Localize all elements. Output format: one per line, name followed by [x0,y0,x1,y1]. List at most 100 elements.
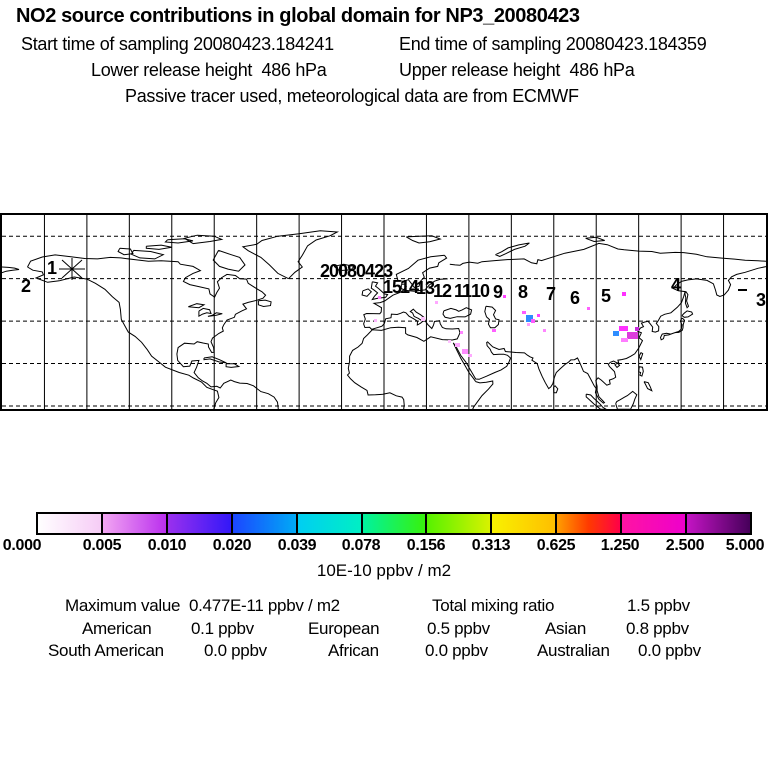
colorbar-tick-label: 0.010 [147,537,187,554]
concentration-cell [587,307,590,310]
coastline [117,247,134,256]
coastline [585,236,605,243]
coastline [183,234,224,245]
coastline [164,238,194,244]
colorbar-segment [38,514,103,533]
coastline [203,356,227,364]
concentration-cell [522,311,526,314]
colorbar-tick-label: 0.313 [471,537,511,554]
colorbar-tick-label: 0.039 [277,537,317,554]
concentration-cell [435,301,438,304]
coastline [2,266,20,274]
colorbar-segment [297,514,363,533]
concentration-cell [613,331,619,336]
coastline [452,266,766,404]
coastline [198,307,212,318]
trajectory-day-label: 12 [433,281,452,301]
concentration-cell [462,349,468,354]
trajectory-day-label: 13 [416,278,435,298]
european-label: European [308,619,380,638]
coastline [361,288,373,297]
max-value-label: Maximum value 0.477E-11 ppbv / m2 [65,596,340,615]
colorbar-segment [557,514,623,533]
american-label: American [82,619,152,638]
coastline [212,249,246,272]
trajectory-day-label: 5 [601,286,611,306]
upper-release-label: Upper release height 486 hPa [399,60,635,80]
concentration-cell [531,319,535,323]
coastline [257,299,272,308]
coastline [484,305,500,329]
trajectory-day-label: 2 [21,276,31,296]
coastline [638,352,644,361]
trajectory-day-label: 7 [546,284,556,304]
coastline [27,254,279,409]
colorbar-segment [492,514,558,533]
south-american-value: 0.0 ppbv [204,641,267,660]
coastline [27,266,220,409]
coastline [453,343,477,382]
coastline [400,283,407,291]
trajectory-day-label: 11 [454,281,472,301]
colorbar-segment [232,514,298,533]
trajectory-day-label: 3 [756,290,766,310]
colorbar-unit-label: 10E-10 ppbv / m2 [316,561,452,580]
australian-value: 0.0 ppbv [638,641,701,660]
release-point-marker-icon [61,259,83,279]
coastline [449,242,766,266]
concentration-cell [468,354,472,357]
concentration-cell [738,289,747,291]
concentration-cell [543,329,546,332]
coastline [472,380,494,409]
african-value: 0.0 ppbv [425,641,488,660]
concentration-cell [627,332,638,339]
start-time-label: Start time of sampling 20080423.184241 [21,34,334,54]
colorbar-tick-label: 0.625 [536,537,576,554]
coastline [225,363,241,368]
coastline [370,281,389,301]
coastline [333,263,355,272]
concentration-cell [421,317,425,321]
colorbar-segment [687,514,750,533]
world-map-coastlines [2,215,766,409]
coastline [406,235,442,244]
coastline [643,381,653,392]
coastline [188,303,206,309]
concentration-cell [455,343,460,347]
colorbar-tick-label: 0.078 [341,537,381,554]
concentration-cell [635,327,639,331]
concentration-cell [621,338,628,342]
colorbar-tick-label: 0.156 [406,537,446,554]
colorbar-segment [167,514,233,533]
european-value: 0.5 ppbv [427,619,490,638]
south-american-label: South American [48,641,164,660]
colorbar-tick-label: 0.000 [2,537,42,554]
total-mixing-ratio-label: Total mixing ratio [432,596,555,615]
concentration-cell [526,315,533,322]
coastline [684,291,690,309]
coastline [659,317,686,341]
end-time-label: End time of sampling 20080423.184359 [399,34,707,54]
trajectory-day-label: 4 [671,275,681,295]
colorbar-tick-label: 0.020 [212,537,252,554]
trajectory-day-label: 15 [383,277,402,297]
colorbar-segment [427,514,493,533]
coastline [638,366,644,377]
trajectory-day-label: 1 [47,258,57,278]
colorbar-segment [362,514,428,533]
colorbar-tick-label: 2.500 [665,537,705,554]
colorbar-segment [622,514,688,533]
concentration-cell [619,326,628,331]
concentration-cell [503,295,506,298]
australian-label: Australian [537,641,610,660]
trajectory-day-label: 8 [518,282,528,302]
coastline [681,310,694,318]
colorbar-tick-label: 0.005 [82,537,122,554]
colorbar-tick-label: 5.000 [725,537,765,554]
asian-label: Asian [545,619,587,638]
african-label: African [328,641,379,660]
trajectory-day-label: 14 [400,277,419,297]
coastline [495,242,530,257]
concentration-cell [460,331,463,334]
